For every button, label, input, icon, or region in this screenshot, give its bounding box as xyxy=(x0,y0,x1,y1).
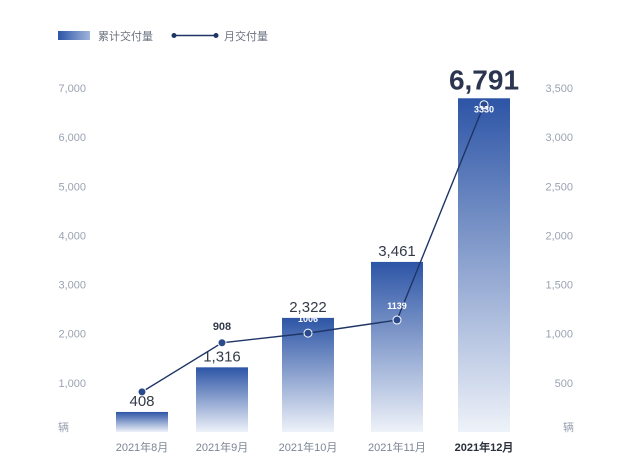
bars: 408 1,316 2,322 3,461 6,791 xyxy=(116,64,519,432)
x-axis-category: 2021年10月 xyxy=(279,440,338,454)
x-axis-category: 2021年12月 xyxy=(455,440,514,454)
right-axis-tick: 1,000 xyxy=(545,329,573,341)
x-axis-category: 2021年11月 xyxy=(368,440,426,454)
bar-value-label: 2,322 xyxy=(289,299,327,316)
line-point xyxy=(392,315,402,325)
bar xyxy=(116,411,168,432)
right-axis-tick: 1,500 xyxy=(545,280,573,292)
right-axis-tick: 500 xyxy=(555,378,573,390)
legend-line-dot-left xyxy=(171,33,177,38)
bar xyxy=(196,367,248,432)
bar-value-label: 3,461 xyxy=(378,243,416,260)
legend-bar-swatch xyxy=(58,31,90,40)
left-axis-tick: 4,000 xyxy=(58,230,86,242)
left-axis-tick: 6,000 xyxy=(58,132,86,144)
bar-value-label: 1,316 xyxy=(203,348,241,365)
line-point xyxy=(217,338,227,348)
line-point xyxy=(137,387,147,397)
right-axis: 500 1,000 1,500 2,000 2,500 3,000 3,500 辆 xyxy=(545,83,574,434)
x-axis-category: 2021年8月 xyxy=(116,440,169,454)
right-axis-tick: 2,500 xyxy=(545,181,573,193)
left-axis-tick: 1,000 xyxy=(58,378,86,390)
line-point xyxy=(479,100,489,110)
right-axis-tick: 2,000 xyxy=(545,230,573,242)
line-series: 908 1006 1139 3330 xyxy=(137,100,494,397)
right-axis-tick: 3,500 xyxy=(545,83,573,95)
left-axis-tick: 2,000 xyxy=(58,329,86,341)
line-value-label: 1139 xyxy=(387,301,407,311)
bar xyxy=(458,98,510,432)
right-axis-unit: 辆 xyxy=(563,420,574,434)
bar xyxy=(371,261,423,432)
left-axis-tick: 7,000 xyxy=(58,83,86,95)
line-value-label: 1006 xyxy=(298,314,318,324)
legend: 累计交付量 月交付量 xyxy=(58,29,268,43)
legend-bar-label: 累计交付量 xyxy=(98,29,153,43)
bar-value-label: 408 xyxy=(129,393,154,410)
legend-line-dot-right xyxy=(213,33,219,38)
left-axis-tick: 3,000 xyxy=(58,280,86,292)
line-value-label: 3330 xyxy=(474,104,494,114)
bar-value-label: 6,791 xyxy=(449,64,519,95)
x-axis-category: 2021年9月 xyxy=(196,440,249,454)
right-axis-tick: 3,000 xyxy=(545,132,573,144)
legend-line-label: 月交付量 xyxy=(224,29,268,43)
left-axis: 1,000 2,000 3,000 4,000 5,000 6,000 7,000 辆 xyxy=(58,83,86,434)
line-point xyxy=(303,328,313,338)
line-value-label: 908 xyxy=(213,321,231,333)
left-axis-unit: 辆 xyxy=(58,420,69,434)
left-axis-tick: 5,000 xyxy=(58,181,86,193)
x-axis: 2021年8月 2021年9月 2021年10月 2021年11月 2021年12月 xyxy=(116,440,514,454)
